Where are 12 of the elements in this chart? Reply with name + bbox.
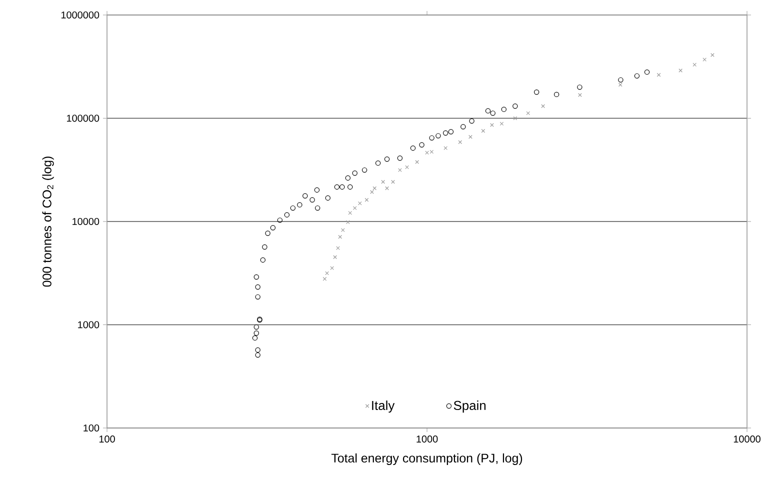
x-tick-label: 10000 bbox=[734, 436, 760, 443]
x-axis-title: Total energy consumption (PJ, log) bbox=[331, 453, 522, 466]
x-tick-label: 100 bbox=[99, 436, 115, 443]
x-tick-label: 1000 bbox=[416, 436, 438, 443]
y-tick-label: 10000 bbox=[72, 218, 100, 226]
y-tick-label: 100000 bbox=[67, 114, 100, 122]
legend-label: Italy bbox=[372, 400, 395, 413]
y-tick-label: 1000 bbox=[78, 321, 100, 328]
y-tick-label: 100 bbox=[84, 424, 100, 432]
y-axis-title: 000 tonnes of CO$_{2}$ (log) bbox=[42, 156, 54, 287]
legend-label: Spain bbox=[454, 400, 486, 413]
y-tick-label: 1000000 bbox=[61, 11, 100, 19]
